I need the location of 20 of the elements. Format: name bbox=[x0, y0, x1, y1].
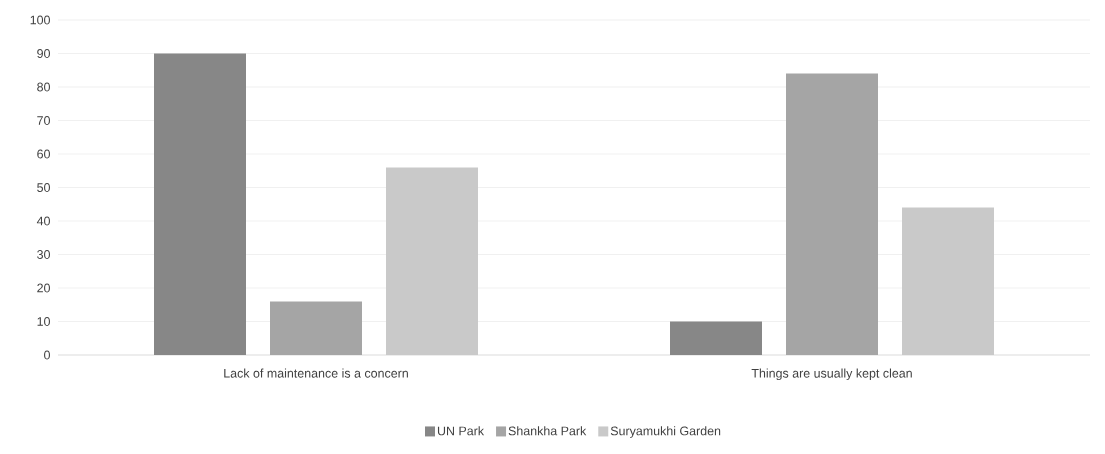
legend-label: Suryamukhi Garden bbox=[610, 426, 721, 438]
bar bbox=[270, 301, 362, 355]
bar bbox=[154, 53, 246, 355]
y-tick-label: 40 bbox=[36, 216, 50, 226]
y-tick-label: 90 bbox=[37, 49, 50, 58]
legend-label: Shankha Park bbox=[508, 426, 587, 436]
y-tick-label: 0 bbox=[44, 350, 50, 360]
x-tick-label: Lack of maintenance is a concern bbox=[224, 368, 408, 378]
bar bbox=[786, 73, 878, 355]
y-tick-label: 100 bbox=[30, 15, 50, 25]
y-tick-label: 60 bbox=[37, 149, 50, 159]
y-tick-label: 50 bbox=[37, 183, 50, 192]
legend-label: UN Park bbox=[437, 426, 485, 436]
y-tick-label: 20 bbox=[37, 283, 50, 293]
y-tick-label: 70 bbox=[37, 116, 50, 125]
bar bbox=[670, 321, 762, 355]
y-tick-label: 30 bbox=[37, 250, 50, 259]
y-tick-label: 80 bbox=[37, 82, 50, 92]
x-tick-label: Things are usually kept clean bbox=[751, 368, 912, 381]
y-tick-label: 10 bbox=[37, 317, 50, 326]
